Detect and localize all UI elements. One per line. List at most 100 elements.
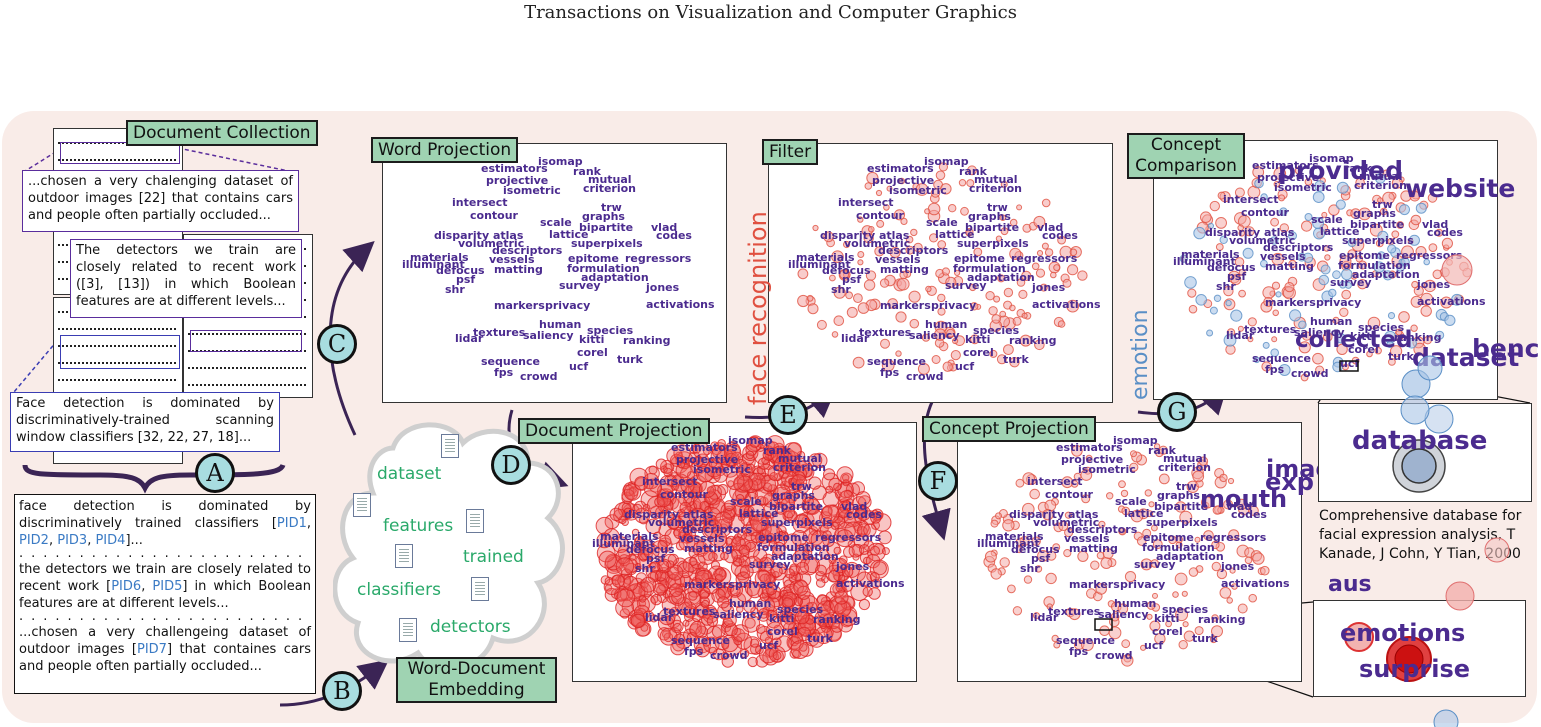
embedding-bubble: [1312, 352, 1324, 365]
vocab-word: sequence: [1252, 352, 1311, 365]
vocab-word: corel: [577, 346, 608, 359]
embedding-bubble: [1252, 552, 1265, 565]
vocab-word: disparity atlas: [820, 229, 910, 242]
embedding-bubble: [657, 560, 670, 572]
vocab-word: defocus: [1011, 543, 1060, 556]
embedding-bubble: [757, 569, 770, 582]
embedding-bubble: [866, 171, 879, 185]
vocab-word: saliency: [523, 329, 574, 342]
embedding-bubble: [640, 576, 657, 593]
vocab-word: defocus: [822, 264, 871, 277]
embedding-bubble: [869, 572, 880, 582]
embedding-bubble: [1423, 279, 1437, 293]
embedding-bubble: [1260, 565, 1270, 576]
embedding-bubble: [722, 617, 733, 629]
embedding-bubble: [1401, 245, 1414, 259]
embedding-bubble: [777, 530, 789, 542]
embedding-bubble: [1336, 343, 1348, 356]
document-icon: [471, 577, 489, 601]
vocab-word: trw: [1372, 198, 1393, 211]
vocab-word: lattice: [1124, 507, 1163, 520]
embedding-bubble: [831, 621, 843, 633]
embedding-bubble: [889, 247, 901, 258]
embedding-bubble: [1238, 215, 1251, 228]
embedding-bubble: [774, 483, 791, 501]
embedding-bubble: [1341, 289, 1352, 300]
embedding-bubble: [1198, 456, 1209, 466]
embedding-bubble: [842, 566, 854, 578]
embedding-bubble: [653, 531, 661, 540]
embedding-bubble: [857, 302, 870, 314]
vocab-word: descriptors: [682, 523, 753, 536]
vocab-word: ranking: [623, 334, 670, 347]
embedding-bubble: [816, 594, 828, 605]
embedding-bubble: [1095, 583, 1107, 595]
embedding-bubble: [1379, 207, 1388, 216]
embedding-bubble: [706, 615, 719, 627]
embedding-bubble: [1244, 556, 1253, 565]
embedding-bubble: [750, 513, 769, 532]
embedding-bubble: [966, 179, 975, 188]
vocab-word: materials: [600, 530, 659, 543]
vocab-word: contour: [1241, 206, 1290, 219]
embedding-bubble: [915, 183, 929, 196]
embedding-bubble: [1046, 603, 1053, 610]
embedding-bubble: [1042, 509, 1054, 521]
embedding-bubble: [879, 278, 890, 288]
vocab-word: privacy: [931, 299, 976, 312]
vocab-word: materials: [410, 251, 469, 264]
citation-caption: Comprehensive database for facial expres…: [1319, 508, 1522, 562]
embedding-bubble: [1382, 169, 1391, 177]
vocab-word: volumetric: [1033, 516, 1099, 529]
embedding-bubble: [872, 561, 887, 576]
vocab-word: superpixels: [761, 516, 833, 529]
vocab-word: projective: [872, 174, 934, 187]
embedding-bubble: [790, 474, 808, 492]
embedding-bubble: [1148, 501, 1155, 508]
embedding-bubble: [1441, 237, 1453, 250]
embedding-bubble: [990, 568, 1002, 580]
embedding-bubble: [634, 563, 642, 570]
zoom-word-emotions: emotions: [1340, 619, 1466, 647]
embedding-bubble: [680, 479, 695, 493]
embedding-bubble: [755, 624, 766, 634]
embedding-bubble: [1219, 473, 1228, 483]
embedding-bubble: [905, 235, 914, 244]
embedding-bubble: [1395, 328, 1403, 336]
embedding-bubble: [1213, 294, 1222, 303]
vocab-word: fps: [684, 645, 704, 658]
embedding-bubble: [960, 206, 969, 216]
embedding-bubble: [1034, 339, 1045, 351]
embedding-bubble: [670, 496, 688, 514]
vocab-word: formulation: [757, 541, 830, 554]
embedding-bubble: [1209, 306, 1218, 315]
embedding-bubble: [764, 525, 784, 544]
embedding-bubble: [863, 279, 876, 291]
vocab-word: human: [1310, 315, 1352, 328]
vocab-word: isometric: [693, 463, 751, 476]
vocab-word: turk: [1388, 350, 1415, 363]
embedding-bubble: [1278, 194, 1286, 202]
embedding-bubble: [738, 555, 751, 568]
embedding-bubble: [1427, 193, 1438, 203]
embedding-bubble: [1194, 626, 1204, 636]
vocab-word: privacy: [1316, 296, 1361, 309]
embedding-bubble: [1225, 299, 1232, 307]
embedding-bubble: [1254, 178, 1264, 189]
embedding-bubble: [1034, 565, 1043, 573]
embedding-bubble: [797, 268, 809, 280]
snippet-face: Face detection is dominated by discrimin…: [10, 392, 280, 452]
embedding-bubble: [1238, 268, 1246, 276]
vocab-word: materials: [1181, 248, 1240, 261]
vocab-word: jones: [645, 281, 680, 294]
vocab-word: defocus: [436, 264, 485, 277]
vocab-word: volumetric: [458, 237, 524, 250]
vocab-word: human: [925, 318, 967, 331]
embedding-bubble: [695, 646, 704, 655]
embedding-bubble: [1146, 510, 1154, 518]
vocab-word: codes: [656, 229, 692, 242]
embedding-bubble: [1018, 289, 1028, 299]
embedding-bubble: [1073, 472, 1082, 481]
embedding-bubble: [965, 228, 974, 237]
embedding-bubble: [1252, 166, 1265, 179]
